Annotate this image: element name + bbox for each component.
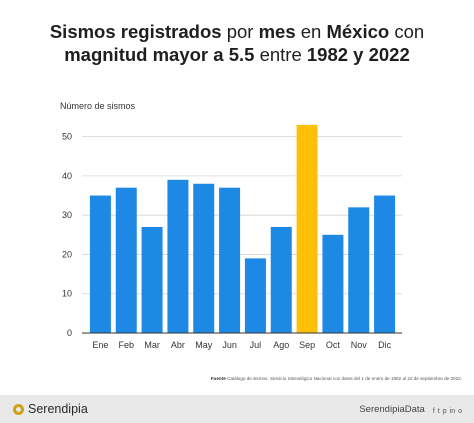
twitter-icon[interactable]: t [437, 408, 440, 415]
y-tick-label: 30 [62, 210, 72, 220]
bar-dic [374, 195, 396, 333]
x-tick-label: May [195, 340, 213, 350]
y-axis-label: Número de sismos [60, 101, 136, 111]
pinterest-icon[interactable]: p [442, 408, 447, 415]
title-word-bold: México [326, 21, 390, 42]
y-tick-label: 50 [62, 132, 72, 142]
title-word-bold: 5.5 [228, 44, 255, 65]
y-tick-label: 10 [62, 289, 72, 299]
x-tick-label: Abr [171, 340, 185, 350]
title-bold-part-1: Sismos registrados [49, 21, 222, 42]
x-tick-label: Jun [222, 340, 237, 350]
title-bold-part-2: magnitud mayor a [64, 44, 224, 65]
y-tick-label: 40 [62, 171, 72, 181]
bar-ago [270, 226, 292, 333]
social-links: SerendipiaData f t p in o [359, 400, 462, 418]
bar-ene [89, 195, 111, 333]
chart-title-line-1: Sismos registrados por mes en México con [0, 20, 474, 43]
x-tick-label: Sep [299, 340, 315, 350]
y-tick-label: 20 [62, 249, 72, 259]
bar-abr [167, 179, 189, 333]
source-label: Fuente [210, 376, 226, 381]
brand-name: Serendipia [28, 402, 88, 416]
source-note: Fuente Catálogo de sismos. Servicio Sism… [211, 376, 462, 381]
x-tick-label: Oct [326, 340, 341, 350]
x-tick-label: Ene [92, 340, 108, 350]
source-text: Catálogo de sismos. Servicio Sismológico… [227, 376, 462, 381]
bar-chart: 0 10 20 30 40 50 Ene Feb Mar Abr May Jun Jul Ago Sep Oc… [62, 124, 402, 350]
bar-nov [348, 207, 370, 333]
x-tick-label: Dic [378, 340, 391, 350]
title-word: en [300, 21, 322, 42]
social-handle: SerendipiaData [359, 403, 425, 415]
linkedin-icon[interactable]: in [449, 408, 456, 415]
chart-title: Sismos registrados por mes en México con… [0, 20, 474, 66]
serendipia-logo[interactable]: Serendipia [13, 402, 88, 416]
chart-title-line-2: magnitud mayor a 5.5 entre 1982 y 2022 [0, 43, 474, 66]
bar-may [193, 183, 215, 333]
instagram-icon[interactable]: o [458, 408, 462, 415]
x-tick-label: Mar [144, 340, 160, 350]
bar-sep [296, 124, 318, 333]
title-word-bold: 1982 y 2022 [306, 44, 410, 65]
footer-bar: Serendipia SerendipiaData f t p in o [0, 395, 474, 423]
social-icon-group: f t p in o [430, 400, 462, 418]
title-word: por [226, 21, 254, 42]
title-word: entre [259, 44, 302, 65]
x-tick-label: Feb [118, 340, 134, 350]
facebook-icon[interactable]: f [432, 408, 435, 415]
bar-jun [219, 187, 241, 333]
bar-mar [141, 226, 163, 333]
bar-feb [115, 187, 137, 333]
bar-oct [322, 234, 344, 333]
bar-jul [244, 258, 266, 333]
serendipia-logo-icon [13, 403, 24, 415]
x-tick-label: Jul [250, 340, 262, 350]
y-tick-label: 0 [67, 328, 72, 338]
x-tick-label: Nov [351, 340, 368, 350]
title-word-bold: mes [258, 21, 296, 42]
x-tick-label: Ago [273, 340, 289, 350]
title-word: con [394, 21, 425, 42]
